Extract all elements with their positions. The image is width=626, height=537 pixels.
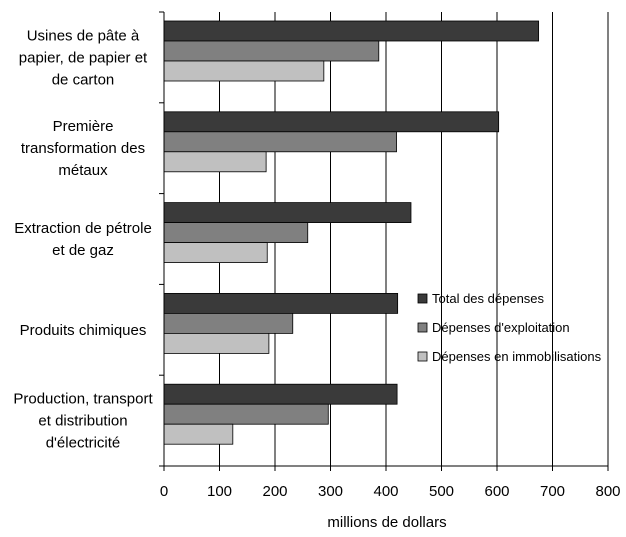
category-label-2: Première transformation des métaux bbox=[21, 118, 145, 179]
legend-swatch-3 bbox=[417, 351, 428, 362]
x-tick-label-700: 700 bbox=[540, 483, 565, 500]
bar-3-1 bbox=[163, 60, 325, 82]
category-label-line: Extraction de pétrole bbox=[14, 220, 152, 237]
bar-1-1 bbox=[163, 20, 540, 42]
category-label-1: Usines de pâte à papier, de papier et de c… bbox=[19, 27, 148, 88]
x-tick-label-200: 200 bbox=[262, 483, 287, 500]
x-tick-label-300: 300 bbox=[318, 483, 343, 500]
legend: Total des dépenses Dépenses d'exploitatio… bbox=[417, 291, 602, 364]
category-label-line: papier, de papier et bbox=[19, 49, 148, 66]
bar-2-2 bbox=[163, 131, 397, 153]
bar-2-1 bbox=[163, 40, 380, 62]
bar-3-2 bbox=[163, 151, 267, 173]
bar-3-4 bbox=[163, 332, 270, 354]
x-tick-label-500: 500 bbox=[429, 483, 454, 500]
x-tick-label-600: 600 bbox=[484, 483, 509, 500]
bar-2-5 bbox=[163, 403, 329, 425]
category-label-line: métaux bbox=[58, 162, 108, 179]
category-label-line: transformation des bbox=[21, 140, 145, 157]
legend-swatch-2 bbox=[417, 322, 428, 333]
category-label-line: de carton bbox=[52, 71, 115, 88]
x-tick-label-800: 800 bbox=[595, 483, 620, 500]
bar-1-2 bbox=[163, 111, 500, 133]
category-label-5: Production, transport et distribution d'él… bbox=[13, 391, 153, 452]
category-label-3: Extraction de pétrole et de gaz bbox=[14, 220, 152, 259]
legend-label-3: Dépenses en immobilisations bbox=[432, 349, 602, 364]
category-label-4: Produits chimiques bbox=[20, 322, 147, 339]
grid-lines bbox=[219, 12, 609, 466]
category-label-line: Production, transport bbox=[13, 391, 153, 408]
bar-1-3 bbox=[163, 202, 412, 224]
category-label-line: Première bbox=[53, 118, 114, 135]
bar-2-4 bbox=[163, 312, 294, 334]
category-label-line: et de gaz bbox=[52, 242, 114, 259]
x-axis-title: millions de dollars bbox=[327, 514, 446, 531]
bar-1-5 bbox=[163, 383, 398, 405]
bars bbox=[163, 20, 540, 445]
category-label-line: d'électricité bbox=[46, 435, 121, 452]
category-label-line: Produits chimiques bbox=[20, 322, 147, 339]
bar-3-3 bbox=[163, 242, 268, 264]
category-labels: Usines de pâte à papier, de papier et de c… bbox=[13, 27, 153, 451]
legend-label-2: Dépenses d'exploitation bbox=[432, 320, 570, 335]
legend-swatch-1 bbox=[417, 293, 428, 304]
x-tick-label-400: 400 bbox=[373, 483, 398, 500]
category-label-line: Usines de pâte à bbox=[27, 27, 140, 44]
x-tick-labels: 0 100 200 300 400 500 600 700 800 bbox=[160, 483, 621, 500]
x-tick-label-100: 100 bbox=[207, 483, 232, 500]
legend-label-1: Total des dépenses bbox=[432, 291, 545, 306]
x-tick-label-0: 0 bbox=[160, 483, 168, 500]
bar-2-3 bbox=[163, 222, 309, 244]
axes bbox=[159, 11, 609, 471]
bar-3-5 bbox=[163, 423, 234, 445]
bar-1-4 bbox=[163, 292, 399, 314]
category-label-line: et distribution bbox=[38, 413, 127, 430]
